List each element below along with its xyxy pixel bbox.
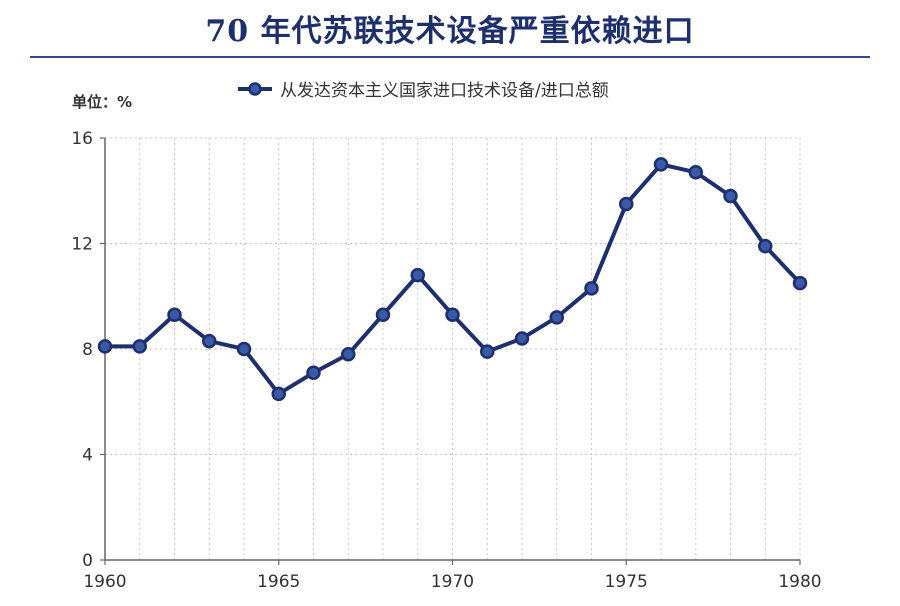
legend-marker bbox=[248, 82, 262, 96]
x-tick-label: 1970 bbox=[431, 572, 474, 592]
legend: 从发达资本主义国家进口技术设备/进口总额 bbox=[238, 81, 609, 101]
legend-label: 从发达资本主义国家进口技术设备/进口总额 bbox=[280, 81, 609, 101]
data-point bbox=[202, 333, 217, 349]
data-point bbox=[653, 157, 669, 172]
data-point bbox=[271, 386, 286, 402]
data-point bbox=[132, 339, 147, 354]
grid-lines bbox=[104, 137, 801, 560]
x-tick-label: 1975 bbox=[605, 572, 648, 592]
data-point bbox=[410, 267, 425, 283]
data-point bbox=[306, 365, 321, 380]
y-tick-label: 16 bbox=[71, 129, 93, 149]
data-point bbox=[619, 196, 634, 212]
chart-title: 70 年代苏联技术设备严重依赖进口 bbox=[205, 14, 695, 49]
data-point bbox=[549, 310, 564, 325]
y-tick-label: 8 bbox=[82, 340, 93, 360]
x-tick-label: 1960 bbox=[83, 572, 126, 592]
x-tick-label: 1965 bbox=[257, 572, 300, 592]
data-point bbox=[341, 347, 356, 362]
data-point bbox=[97, 339, 113, 354]
data-point bbox=[584, 281, 599, 296]
data-point bbox=[688, 165, 703, 180]
y-tick-label: 4 bbox=[82, 446, 93, 466]
data-point bbox=[480, 344, 495, 359]
data-point bbox=[514, 331, 530, 346]
title-divider bbox=[30, 56, 870, 58]
data-point bbox=[236, 341, 252, 357]
data-point bbox=[445, 307, 460, 322]
tick-labels: 0 4 8 12 16 1960 1965 1970 1975 1980 bbox=[71, 129, 821, 592]
data-point bbox=[375, 307, 391, 322]
unit-label: 单位：% bbox=[72, 93, 132, 111]
y-tick-label: 12 bbox=[71, 235, 93, 255]
data-point bbox=[167, 307, 182, 322]
data-point bbox=[758, 238, 773, 254]
y-tick-label: 0 bbox=[82, 551, 93, 571]
data-point bbox=[792, 275, 808, 291]
data-point bbox=[723, 188, 738, 204]
x-tick-label: 1980 bbox=[778, 572, 821, 592]
axes bbox=[100, 137, 801, 565]
series-group bbox=[97, 157, 808, 402]
